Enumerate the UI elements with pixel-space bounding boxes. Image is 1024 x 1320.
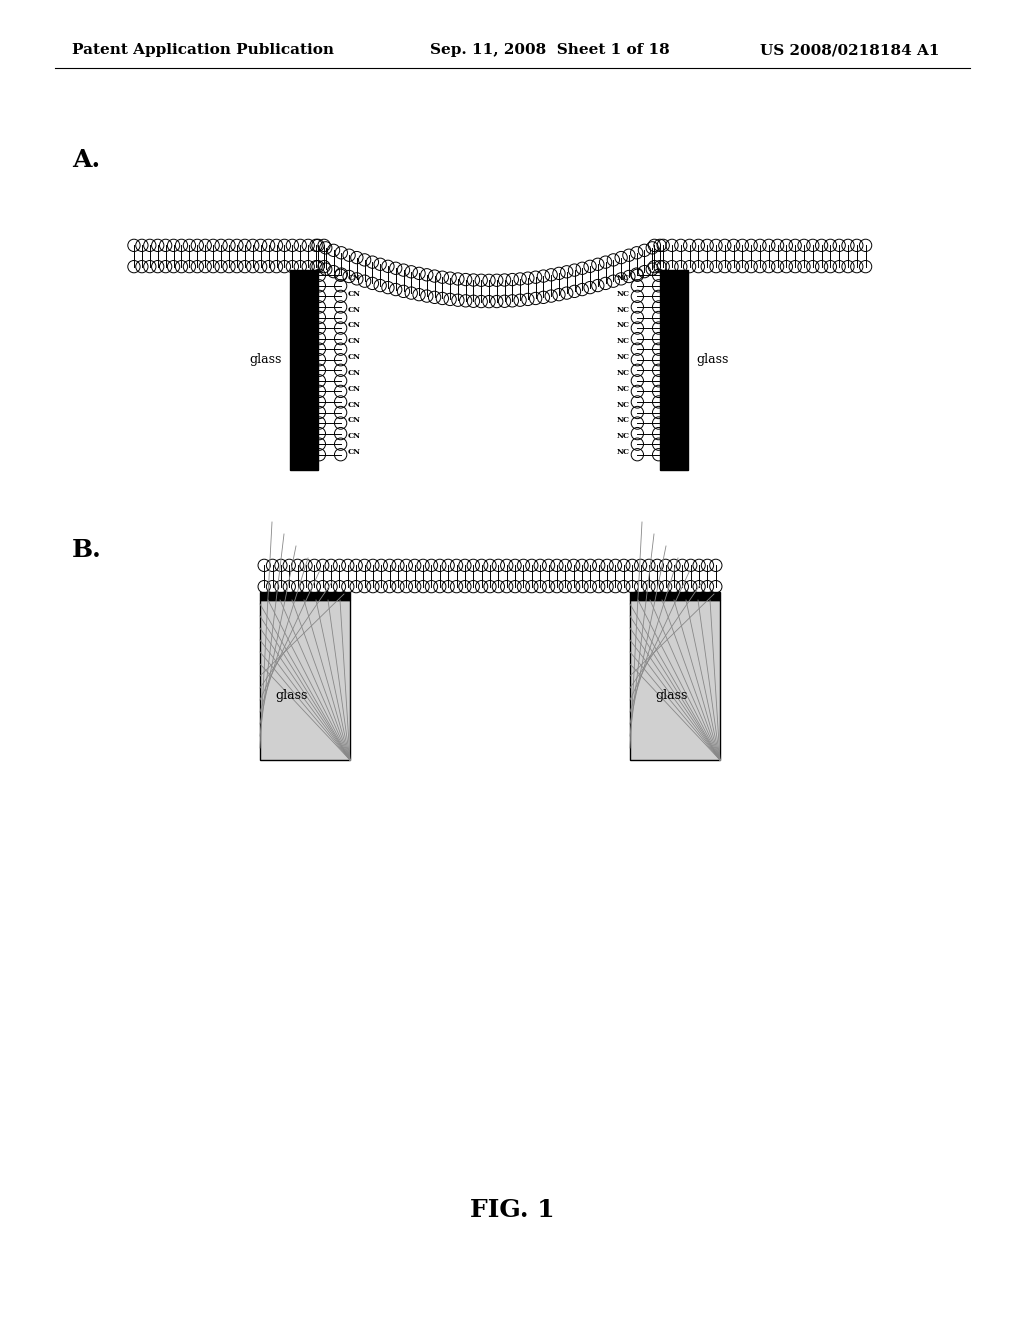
Text: CN: CN xyxy=(348,337,361,346)
Text: NC: NC xyxy=(617,368,630,378)
Text: NC: NC xyxy=(617,416,630,425)
Bar xyxy=(260,601,350,760)
Text: A.: A. xyxy=(72,148,100,172)
Text: Patent Application Publication: Patent Application Publication xyxy=(72,44,334,57)
Text: NC: NC xyxy=(617,306,630,314)
Text: FIG. 1: FIG. 1 xyxy=(470,1199,554,1222)
Bar xyxy=(260,591,350,601)
Text: NC: NC xyxy=(617,290,630,298)
Bar xyxy=(660,271,688,470)
Text: Sep. 11, 2008  Sheet 1 of 18: Sep. 11, 2008 Sheet 1 of 18 xyxy=(430,44,670,57)
Text: NC: NC xyxy=(617,400,630,409)
Text: NC: NC xyxy=(617,384,630,393)
Text: NC: NC xyxy=(617,432,630,441)
Text: CN: CN xyxy=(348,432,361,441)
Bar xyxy=(290,271,318,470)
Bar xyxy=(630,601,720,760)
Text: glass: glass xyxy=(250,354,282,367)
Text: NC: NC xyxy=(617,337,630,346)
Text: CN: CN xyxy=(348,447,361,457)
Text: CN: CN xyxy=(348,306,361,314)
Text: CN: CN xyxy=(348,384,361,393)
Text: CN: CN xyxy=(348,416,361,425)
Text: CN: CN xyxy=(348,321,361,330)
Bar xyxy=(630,591,720,601)
Text: NC: NC xyxy=(617,321,630,330)
Text: CN: CN xyxy=(348,290,361,298)
Text: NC: NC xyxy=(617,275,630,282)
Text: NC: NC xyxy=(617,352,630,362)
Text: glass: glass xyxy=(696,354,728,367)
Text: NC: NC xyxy=(617,447,630,457)
Text: B.: B. xyxy=(72,539,101,562)
Text: CN: CN xyxy=(348,368,361,378)
Text: US 2008/0218184 A1: US 2008/0218184 A1 xyxy=(760,44,939,57)
Text: CN: CN xyxy=(348,275,361,282)
Text: CN: CN xyxy=(348,352,361,362)
Text: glass: glass xyxy=(655,689,687,702)
Text: CN: CN xyxy=(348,400,361,409)
Text: glass: glass xyxy=(275,689,307,702)
